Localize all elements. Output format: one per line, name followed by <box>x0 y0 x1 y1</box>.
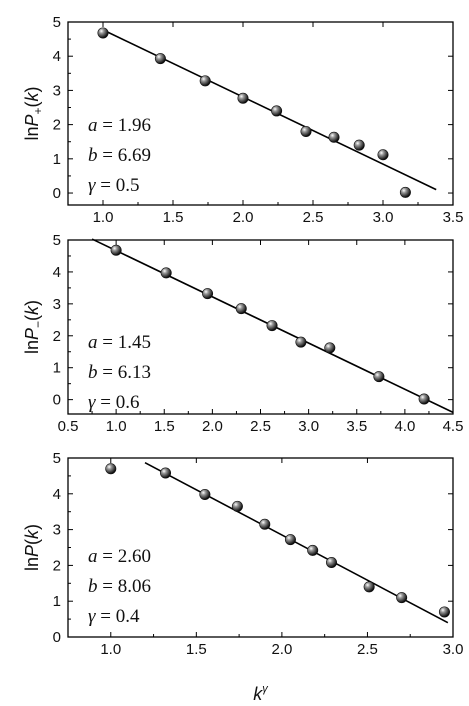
x-tick-label: 2.0 <box>271 641 292 658</box>
x-tick-label: 3.5 <box>346 418 367 435</box>
x-tick-label: 3.0 <box>443 641 464 658</box>
x-tick-label: 1.5 <box>186 641 207 658</box>
x-tick-label: 1.0 <box>93 209 114 226</box>
data-point <box>307 544 319 556</box>
y-tick-label: 2 <box>53 557 61 574</box>
data-point <box>284 534 296 546</box>
y-tick-label: 0 <box>53 185 61 202</box>
x-tick-label: 1.5 <box>163 209 184 226</box>
data-point <box>235 303 247 315</box>
x-tick-label: 3.0 <box>298 418 319 435</box>
x-tick-label: 3.5 <box>443 209 464 226</box>
annotation-a: a = 1.96 <box>88 115 151 136</box>
annotation-b: b = 6.69 <box>88 145 151 166</box>
x-tick-label: 1.0 <box>100 641 121 658</box>
y-axis-label: lnP−(k) <box>22 300 45 354</box>
data-point <box>237 92 249 104</box>
y-tick-label: 3 <box>53 522 61 539</box>
panel-2: 0.5 1.0 1.5 2.0 2.5 3.0 3.5 4.0 4.5 0 1 2 3 4 5 lnP−(k)… <box>22 232 463 435</box>
y-tick-label: 0 <box>53 629 61 646</box>
x-tick-label: 2.0 <box>233 209 254 226</box>
annotation-b: b = 6.13 <box>88 362 151 383</box>
x-tick-label: 1.0 <box>106 418 127 435</box>
data-point <box>418 393 430 405</box>
annotation-gamma: γ = 0.4 <box>88 606 140 627</box>
y-tick-label: 1 <box>53 151 61 168</box>
x-tick-label: 2.5 <box>303 209 324 226</box>
data-point <box>363 581 375 593</box>
data-point <box>202 288 214 300</box>
data-point <box>328 131 340 143</box>
y-tick-label: 4 <box>53 486 61 503</box>
data-point <box>160 467 172 479</box>
x-tick-label: 3.0 <box>373 209 394 226</box>
data-point <box>231 500 243 512</box>
annotation-gamma: γ = 0.6 <box>88 392 139 413</box>
y-tick-label: 3 <box>53 296 61 313</box>
y-tick-label: 4 <box>53 264 61 281</box>
y-tick-label: 3 <box>53 82 61 99</box>
y-tick-label: 2 <box>53 117 61 134</box>
data-point <box>438 606 450 618</box>
x-tick-label: 4.5 <box>443 418 464 435</box>
y-tick-label: 1 <box>53 360 61 377</box>
data-point <box>110 244 122 256</box>
plot-frame <box>67 21 454 206</box>
y-tick-label: 5 <box>53 232 61 249</box>
y-tick-label: 0 <box>53 392 61 409</box>
plot-frame <box>67 239 454 415</box>
x-tick-label: 2.0 <box>202 418 223 435</box>
panel-1: 1.0 1.5 2.0 2.5 3.0 3.5 0 1 2 3 4 5 lnP+(k) a = 1.96 b… <box>22 14 463 226</box>
data-point <box>373 371 385 383</box>
data-point <box>377 149 389 161</box>
data-point <box>97 27 109 39</box>
x-tick-label: 0.5 <box>58 418 79 435</box>
y-tick-label: 5 <box>53 14 61 31</box>
x-tick-label: 2.5 <box>250 418 271 435</box>
data-point <box>396 592 408 604</box>
annotation-gamma: γ = 0.5 <box>88 175 139 196</box>
data-point <box>154 53 166 65</box>
data-point <box>271 105 283 117</box>
data-point <box>300 125 312 137</box>
y-tick-label: 2 <box>53 328 61 345</box>
data-point <box>326 557 338 569</box>
data-point <box>259 518 271 530</box>
data-point <box>353 139 365 151</box>
data-point <box>295 336 307 348</box>
data-point <box>199 489 211 501</box>
x-axis-label: kγ <box>253 683 269 704</box>
y-tick-label: 1 <box>53 593 61 610</box>
data-point <box>199 75 211 87</box>
y-axis-label: lnP(k) <box>22 524 42 571</box>
x-tick-label: 4.0 <box>394 418 415 435</box>
annotation-a: a = 2.60 <box>88 546 151 567</box>
x-tick-label: 2.5 <box>357 641 378 658</box>
annotation-a: a = 1.45 <box>88 332 151 353</box>
y-tick-label: 4 <box>53 48 61 65</box>
panel-3: 1.0 1.5 2.0 2.5 3.0 0 1 2 3 4 5 lnP(k) a = 2.60 b = 8… <box>22 450 463 704</box>
y-tick-label: 5 <box>53 450 61 467</box>
y-axis-label: lnP+(k) <box>22 86 45 140</box>
data-point <box>266 320 278 332</box>
data-point <box>105 463 117 475</box>
fit-line <box>102 29 437 191</box>
data-point <box>160 267 172 279</box>
data-point <box>399 186 411 198</box>
data-point <box>324 342 336 354</box>
annotation-b: b = 8.06 <box>88 576 151 597</box>
x-tick-label: 1.5 <box>154 418 175 435</box>
